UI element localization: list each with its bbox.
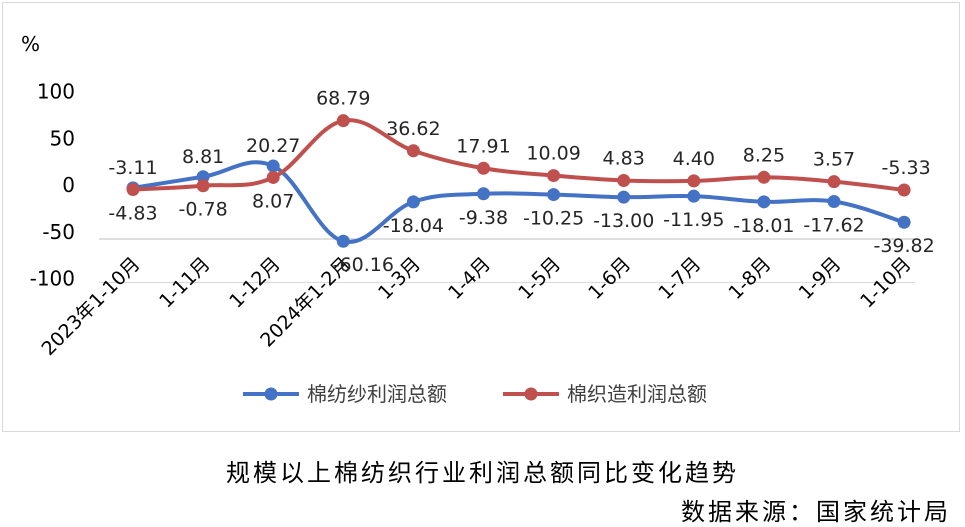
- data-label-cotton-weaving: 68.79: [316, 88, 370, 110]
- chart-caption-title: 规模以上棉纺织行业利润总额同比变化趋势: [226, 459, 739, 487]
- y-tick-label: 0: [62, 173, 75, 197]
- data-point-cotton-yarn: [827, 194, 841, 208]
- data-point-cotton-weaving: [687, 174, 701, 188]
- data-point-cotton-weaving: [617, 173, 631, 187]
- x-tick-label: 1-6月: [584, 253, 635, 304]
- data-point-cotton-weaving: [477, 161, 490, 175]
- data-label-cotton-yarn: -10.25: [523, 208, 584, 230]
- data-label-cotton-weaving: 36.62: [386, 118, 440, 140]
- data-label-cotton-yarn: -60.16: [333, 254, 394, 276]
- data-point-cotton-yarn: [687, 189, 701, 203]
- x-tick-label: 1-5月: [514, 253, 565, 304]
- data-label-cotton-yarn: -18.01: [733, 215, 794, 237]
- x-tick-label: 1-7月: [654, 253, 705, 304]
- data-point-cotton-yarn: [477, 187, 490, 201]
- y-tick-label: 50: [50, 126, 75, 150]
- data-label-cotton-yarn: -13.00: [593, 210, 654, 232]
- data-label-cotton-weaving: -5.33: [882, 157, 931, 179]
- data-point-cotton-weaving: [547, 169, 561, 183]
- chart-area: % 100 50 0 -50 -100 2023年1-10月 1-11月 1-12月 2024年1…: [2, 2, 960, 432]
- data-label-cotton-weaving: 10.09: [526, 143, 580, 165]
- y-tick-label: -50: [42, 220, 75, 244]
- data-label-cotton-yarn: -9.38: [459, 207, 508, 229]
- data-label-cotton-yarn: -39.82: [873, 235, 934, 257]
- legend-cotton-weaving-marker: [524, 387, 538, 401]
- data-label-cotton-yarn: 8.81: [182, 146, 224, 168]
- data-label-cotton-weaving: -0.78: [179, 199, 228, 221]
- y-tick-label: 100: [37, 80, 75, 104]
- data-point-cotton-yarn: [547, 188, 561, 202]
- x-tick-label: 1-9月: [795, 253, 846, 304]
- legend-cotton-yarn-marker: [264, 387, 278, 401]
- data-label-cotton-weaving: 8.25: [743, 144, 785, 166]
- data-point-cotton-yarn: [336, 234, 350, 248]
- data-label-cotton-weaving: -4.83: [108, 203, 157, 225]
- y-tick-label: -100: [30, 267, 75, 291]
- data-label-cotton-yarn: -3.11: [108, 157, 157, 179]
- data-label-cotton-weaving: 4.83: [603, 147, 645, 169]
- data-label-cotton-weaving: 4.40: [673, 148, 715, 170]
- data-point-cotton-yarn: [757, 195, 771, 209]
- data-label-cotton-weaving: 8.07: [252, 190, 294, 212]
- data-point-cotton-yarn: [617, 190, 631, 204]
- data-point-cotton-yarn: [897, 215, 911, 229]
- data-point-cotton-weaving: [336, 114, 350, 128]
- data-label-cotton-weaving: 17.91: [456, 135, 510, 157]
- legend-cotton-yarn-label: 棉纺纱利润总额: [307, 382, 447, 406]
- y-axis-unit: %: [21, 32, 40, 56]
- data-point-cotton-weaving: [827, 175, 841, 189]
- data-label-cotton-yarn: -18.04: [383, 215, 444, 237]
- chart-caption-source: 数据来源：国家统计局: [681, 498, 951, 526]
- data-point-cotton-yarn: [266, 159, 280, 173]
- data-point-cotton-weaving: [897, 183, 911, 197]
- data-point-cotton-yarn: [406, 195, 420, 209]
- data-point-cotton-weaving: [126, 183, 140, 197]
- data-point-cotton-weaving: [757, 170, 771, 184]
- x-tick-label: 1-8月: [724, 253, 775, 304]
- data-label-cotton-yarn: 20.27: [246, 135, 300, 157]
- data-point-cotton-yarn: [196, 170, 210, 184]
- data-label-cotton-yarn: -17.62: [803, 214, 864, 236]
- legend-cotton-weaving-label: 棉织造利润总额: [567, 382, 707, 406]
- data-label-cotton-weaving: 3.57: [813, 149, 855, 171]
- data-label-cotton-yarn: -11.95: [663, 209, 724, 231]
- data-point-cotton-weaving: [266, 170, 280, 184]
- x-tick-label: 1-4月: [444, 253, 495, 304]
- data-point-cotton-weaving: [196, 179, 210, 193]
- data-point-cotton-weaving: [406, 144, 420, 158]
